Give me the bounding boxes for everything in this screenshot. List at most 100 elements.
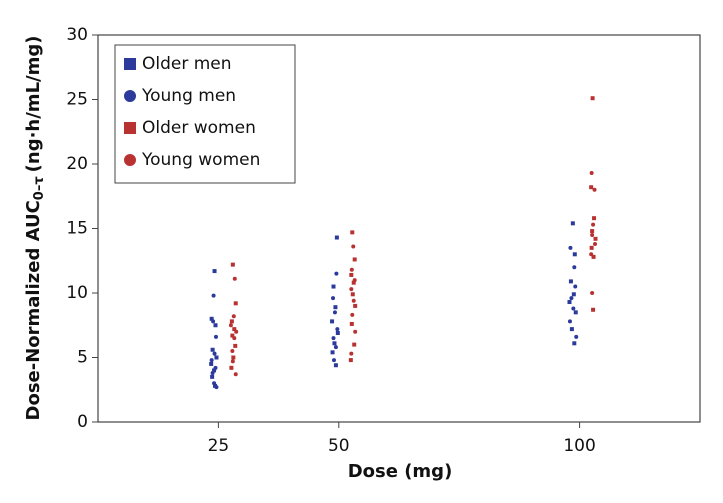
data-point <box>350 230 355 235</box>
data-point <box>590 96 595 101</box>
data-point <box>353 303 358 308</box>
data-point <box>212 351 217 356</box>
data-point <box>334 271 339 276</box>
data-point <box>572 265 577 270</box>
data-point <box>350 292 355 297</box>
data-point <box>211 293 216 298</box>
data-point <box>571 292 576 297</box>
legend-label: Older men <box>142 54 232 74</box>
x-tick-label: 100 <box>563 436 595 456</box>
data-point <box>209 316 214 321</box>
data-point <box>590 232 595 237</box>
data-point <box>232 336 237 341</box>
y-tick-label: 5 <box>77 348 88 368</box>
data-point <box>233 301 238 306</box>
data-point <box>214 355 219 360</box>
data-point <box>331 284 336 289</box>
legend-marker <box>124 58 136 70</box>
data-point <box>331 336 336 341</box>
data-point <box>569 296 574 301</box>
data-point <box>589 245 594 250</box>
data-point <box>212 368 217 373</box>
data-point <box>592 187 597 192</box>
data-point <box>349 267 354 272</box>
data-point <box>590 291 595 295</box>
data-point <box>589 171 594 176</box>
data-point <box>213 323 218 328</box>
legend-marker <box>124 90 136 102</box>
data-point <box>212 269 217 274</box>
data-point <box>351 298 356 303</box>
data-point <box>330 350 335 355</box>
y-tick-label: 30 <box>66 25 88 45</box>
y-tick-label: 25 <box>66 90 88 110</box>
data-point <box>331 358 336 363</box>
data-point <box>230 349 235 354</box>
data-point <box>591 222 596 227</box>
y-label-unit: (ng·h/mL/mg) <box>23 36 44 173</box>
data-point <box>352 257 357 262</box>
data-point <box>593 236 598 241</box>
data-point <box>230 262 235 267</box>
data-point <box>210 347 215 352</box>
data-point <box>333 363 338 368</box>
data-point <box>234 329 239 334</box>
y-label-main: Dose-Normalized AUC <box>23 200 44 420</box>
data-point <box>230 333 235 338</box>
data-point <box>591 307 596 312</box>
x-tick-label: 25 <box>208 436 230 456</box>
data-point <box>334 235 339 240</box>
data-point <box>209 358 214 363</box>
data-point <box>210 370 215 375</box>
y-tick-label: 0 <box>77 412 88 432</box>
data-point <box>568 245 573 250</box>
legend-label: Young women <box>141 150 260 170</box>
data-point <box>571 306 576 311</box>
data-point <box>567 319 572 324</box>
data-point <box>211 319 216 324</box>
x-tick-label: 50 <box>328 436 350 456</box>
legend-marker <box>124 122 136 134</box>
data-point <box>592 216 597 221</box>
data-point <box>212 381 217 386</box>
data-point <box>351 280 356 285</box>
data-point <box>572 252 577 257</box>
data-point <box>213 334 218 339</box>
y-label-sub: 0–τ <box>32 176 47 200</box>
data-point <box>589 185 594 190</box>
data-point <box>569 327 574 332</box>
legend-box <box>114 44 296 184</box>
data-point <box>335 330 340 335</box>
y-tick-label: 10 <box>66 283 88 303</box>
data-point <box>231 355 236 360</box>
y-axis-label: Dose-Normalized AUC0–τ (ng·h/mL/mg) <box>23 36 47 421</box>
data-point <box>350 312 355 317</box>
data-point <box>353 329 358 334</box>
data-point <box>351 244 356 249</box>
y-tick-label: 15 <box>66 219 88 239</box>
data-point <box>214 385 219 390</box>
data-point <box>332 310 337 315</box>
data-point <box>591 254 596 259</box>
data-point <box>352 342 357 347</box>
legend-label: Older women <box>142 118 256 138</box>
data-point <box>210 374 215 379</box>
data-point <box>568 279 573 284</box>
data-point <box>572 341 577 346</box>
data-point <box>330 319 335 324</box>
data-point <box>335 327 340 332</box>
data-point <box>333 305 338 310</box>
data-point <box>349 321 354 326</box>
data-point <box>349 287 354 292</box>
data-point <box>232 276 237 281</box>
y-tick-label: 20 <box>66 154 88 174</box>
data-point <box>231 314 236 319</box>
data-point <box>230 359 235 364</box>
data-point <box>573 284 578 289</box>
data-point <box>229 319 234 324</box>
data-point <box>590 229 595 234</box>
data-point <box>573 310 578 315</box>
data-point <box>233 372 238 377</box>
legend-label: Young men <box>141 86 236 106</box>
data-point <box>574 334 579 339</box>
